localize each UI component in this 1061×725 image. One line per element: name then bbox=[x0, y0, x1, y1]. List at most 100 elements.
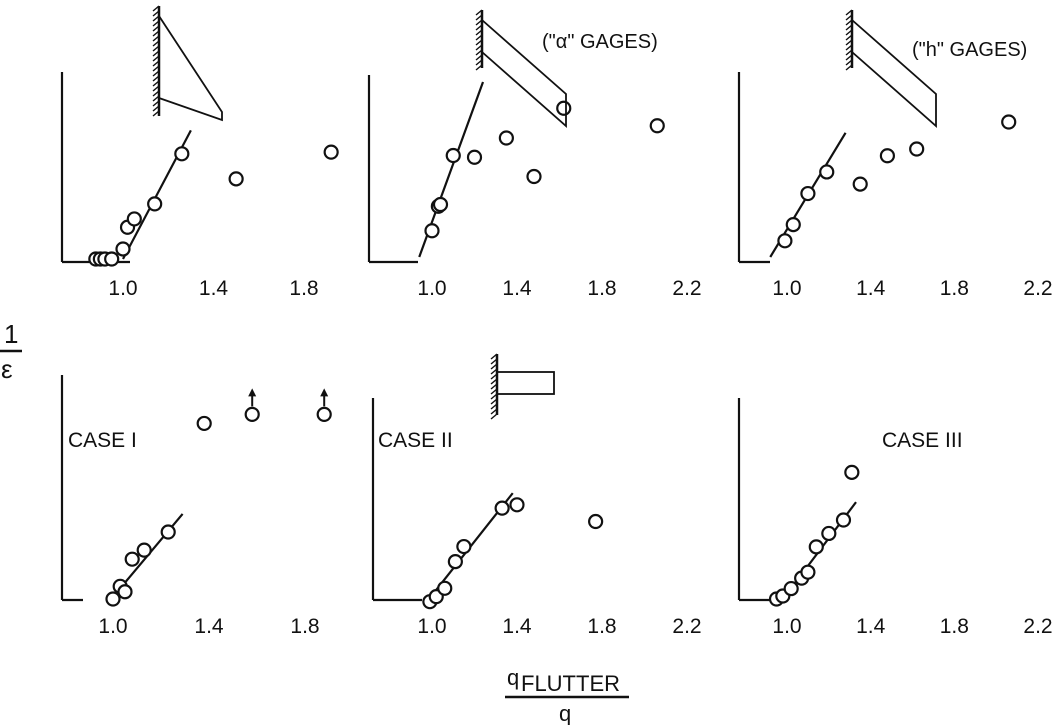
wall-hatch bbox=[845, 59, 853, 66]
wall-hatch bbox=[490, 378, 498, 385]
wall-hatch bbox=[845, 39, 853, 46]
data-point bbox=[588, 513, 604, 530]
wall-hatch bbox=[845, 14, 853, 21]
wing-outline bbox=[851, 19, 937, 128]
wall-hatch bbox=[152, 110, 160, 117]
x-tick-label: 1.0 bbox=[772, 277, 801, 300]
panel-bottom-right: 1.0 1.4 1.8 2.2 CASE III bbox=[737, 398, 1053, 638]
x-tick-label: 2.2 bbox=[1023, 277, 1052, 300]
data-point bbox=[852, 176, 868, 192]
wall-hatch bbox=[152, 95, 160, 102]
wall-hatch bbox=[490, 368, 498, 375]
data-point bbox=[126, 211, 142, 227]
wall-hatch bbox=[152, 75, 160, 82]
arrow-head bbox=[248, 388, 257, 397]
data-point bbox=[466, 149, 483, 165]
data-point bbox=[456, 538, 472, 555]
wall-hatch bbox=[475, 59, 483, 66]
wing-outline bbox=[158, 15, 223, 122]
wall-hatch bbox=[490, 413, 498, 420]
data-point bbox=[104, 251, 120, 267]
x-tick-label: 1.0 bbox=[772, 615, 801, 638]
x-tick-label: 2.2 bbox=[672, 615, 701, 638]
wall-hatch bbox=[490, 403, 498, 410]
panel-top-left: 1.0 1.4 1.8 bbox=[60, 5, 339, 300]
wall-hatch bbox=[845, 64, 853, 71]
wall-hatch bbox=[152, 45, 160, 52]
rectangular-wing-icon bbox=[490, 353, 555, 420]
wall-hatch bbox=[490, 398, 498, 405]
data-point bbox=[147, 196, 163, 212]
data-point bbox=[323, 144, 339, 160]
data-point bbox=[556, 100, 572, 116]
panels: 1.0 1.4 1.8 1.0 1.4 1.8 2.2("α" GAGES)1.0 1.4 1.… bbox=[60, 5, 1053, 638]
wall-hatch bbox=[475, 54, 483, 61]
wall-hatch bbox=[152, 100, 160, 107]
data-point bbox=[437, 580, 453, 596]
wall-hatch bbox=[475, 19, 483, 26]
gage-label: ("α" GAGES) bbox=[542, 31, 658, 53]
wall-hatch bbox=[152, 70, 160, 77]
x-axis-label: q FLUTTER q bbox=[505, 665, 629, 725]
x-tick-label: 2.2 bbox=[1023, 615, 1052, 638]
x-label-denominator: q bbox=[559, 701, 571, 725]
wall-hatch bbox=[152, 80, 160, 87]
x-label-subscript: FLUTTER bbox=[521, 671, 620, 696]
wall-hatch bbox=[475, 34, 483, 41]
panel-bottom-left: 1.0 1.4 1.8 CASE I bbox=[60, 375, 332, 638]
x-tick-label: 1.4 bbox=[502, 615, 532, 638]
wall-hatch bbox=[152, 85, 160, 92]
x-tick-label: 1.4 bbox=[502, 277, 532, 300]
y-axis-label: 1 ε bbox=[0, 319, 22, 384]
data-point bbox=[819, 164, 835, 180]
gage-label: ("h" GAGES) bbox=[912, 39, 1027, 61]
data-point bbox=[879, 148, 896, 164]
wall-hatch bbox=[475, 14, 483, 21]
wall-hatch bbox=[152, 35, 160, 42]
x-tick-label: 1.8 bbox=[940, 277, 969, 300]
wall-hatch bbox=[475, 49, 483, 56]
data-point bbox=[526, 168, 542, 185]
wall-hatch bbox=[490, 408, 498, 415]
wall-hatch bbox=[152, 50, 160, 57]
wing-outline bbox=[481, 19, 567, 128]
data-point bbox=[196, 415, 212, 432]
wall-hatch bbox=[490, 393, 498, 400]
x-tick-label: 1.8 bbox=[587, 277, 616, 300]
case-label: CASE II bbox=[378, 429, 453, 452]
swept-tapered-wing-icon bbox=[152, 5, 223, 122]
wall-hatch bbox=[475, 9, 483, 16]
data-point bbox=[105, 591, 121, 607]
x-tick-label: 1.4 bbox=[194, 615, 224, 638]
data-point bbox=[244, 406, 260, 422]
data-point bbox=[498, 130, 514, 146]
swept-wing-icon bbox=[475, 9, 567, 128]
data-point bbox=[432, 196, 449, 213]
x-tick-label: 1.8 bbox=[940, 615, 969, 638]
wall-hatch bbox=[490, 353, 498, 360]
y-label-denominator: ε bbox=[1, 354, 13, 384]
wall-hatch bbox=[475, 29, 483, 36]
case-label: CASE I bbox=[68, 429, 137, 452]
data-point bbox=[785, 217, 801, 233]
data-point bbox=[115, 241, 131, 257]
wall-hatch bbox=[152, 20, 160, 27]
x-tick-label: 1.0 bbox=[98, 615, 127, 638]
data-point bbox=[808, 539, 824, 555]
data-point bbox=[909, 141, 925, 157]
data-point bbox=[124, 551, 140, 567]
data-point bbox=[821, 525, 837, 542]
wall-hatch bbox=[152, 25, 160, 32]
wall-hatch bbox=[152, 105, 160, 112]
wing-outline bbox=[496, 371, 555, 395]
panel-top-middle: 1.0 1.4 1.8 2.2 ("α" GAGES) bbox=[367, 9, 702, 300]
wall-hatch bbox=[475, 24, 483, 31]
arrow-head bbox=[320, 388, 329, 397]
y-label-numerator: 1 bbox=[4, 319, 18, 349]
wall-hatch bbox=[475, 64, 483, 71]
x-tick-label: 1.8 bbox=[289, 277, 318, 300]
wall-hatch bbox=[490, 388, 498, 395]
data-point bbox=[174, 146, 190, 162]
case-label: CASE III bbox=[882, 429, 963, 452]
wall-hatch bbox=[845, 19, 853, 26]
